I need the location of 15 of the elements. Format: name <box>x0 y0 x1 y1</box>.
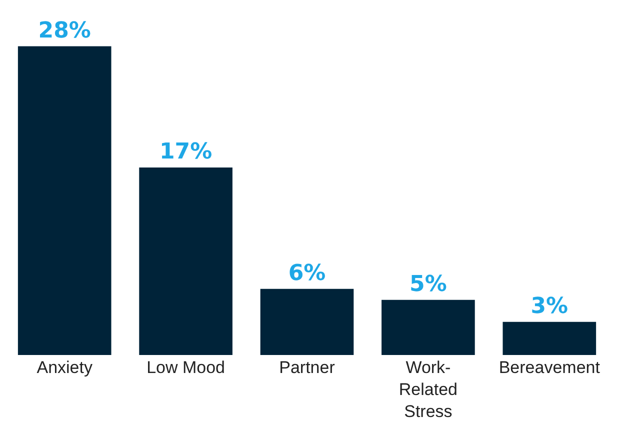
bar <box>502 322 596 355</box>
bar <box>382 300 475 355</box>
x-tick-label: Work-Related Stress <box>398 358 458 422</box>
x-tick-label: Low Mood <box>146 358 226 377</box>
bar <box>260 288 354 355</box>
data-label: 6% <box>288 260 326 286</box>
x-tick-label: Bereavement <box>498 358 600 377</box>
data-label: 17% <box>159 140 212 165</box>
data-label: 3% <box>530 294 568 319</box>
x-tick-label: Anxiety <box>36 358 93 377</box>
bar <box>18 46 112 355</box>
data-label: 28% <box>38 18 91 44</box>
bar <box>139 168 232 355</box>
data-label: 5% <box>410 272 447 297</box>
x-tick-label: Partner <box>279 358 336 377</box>
